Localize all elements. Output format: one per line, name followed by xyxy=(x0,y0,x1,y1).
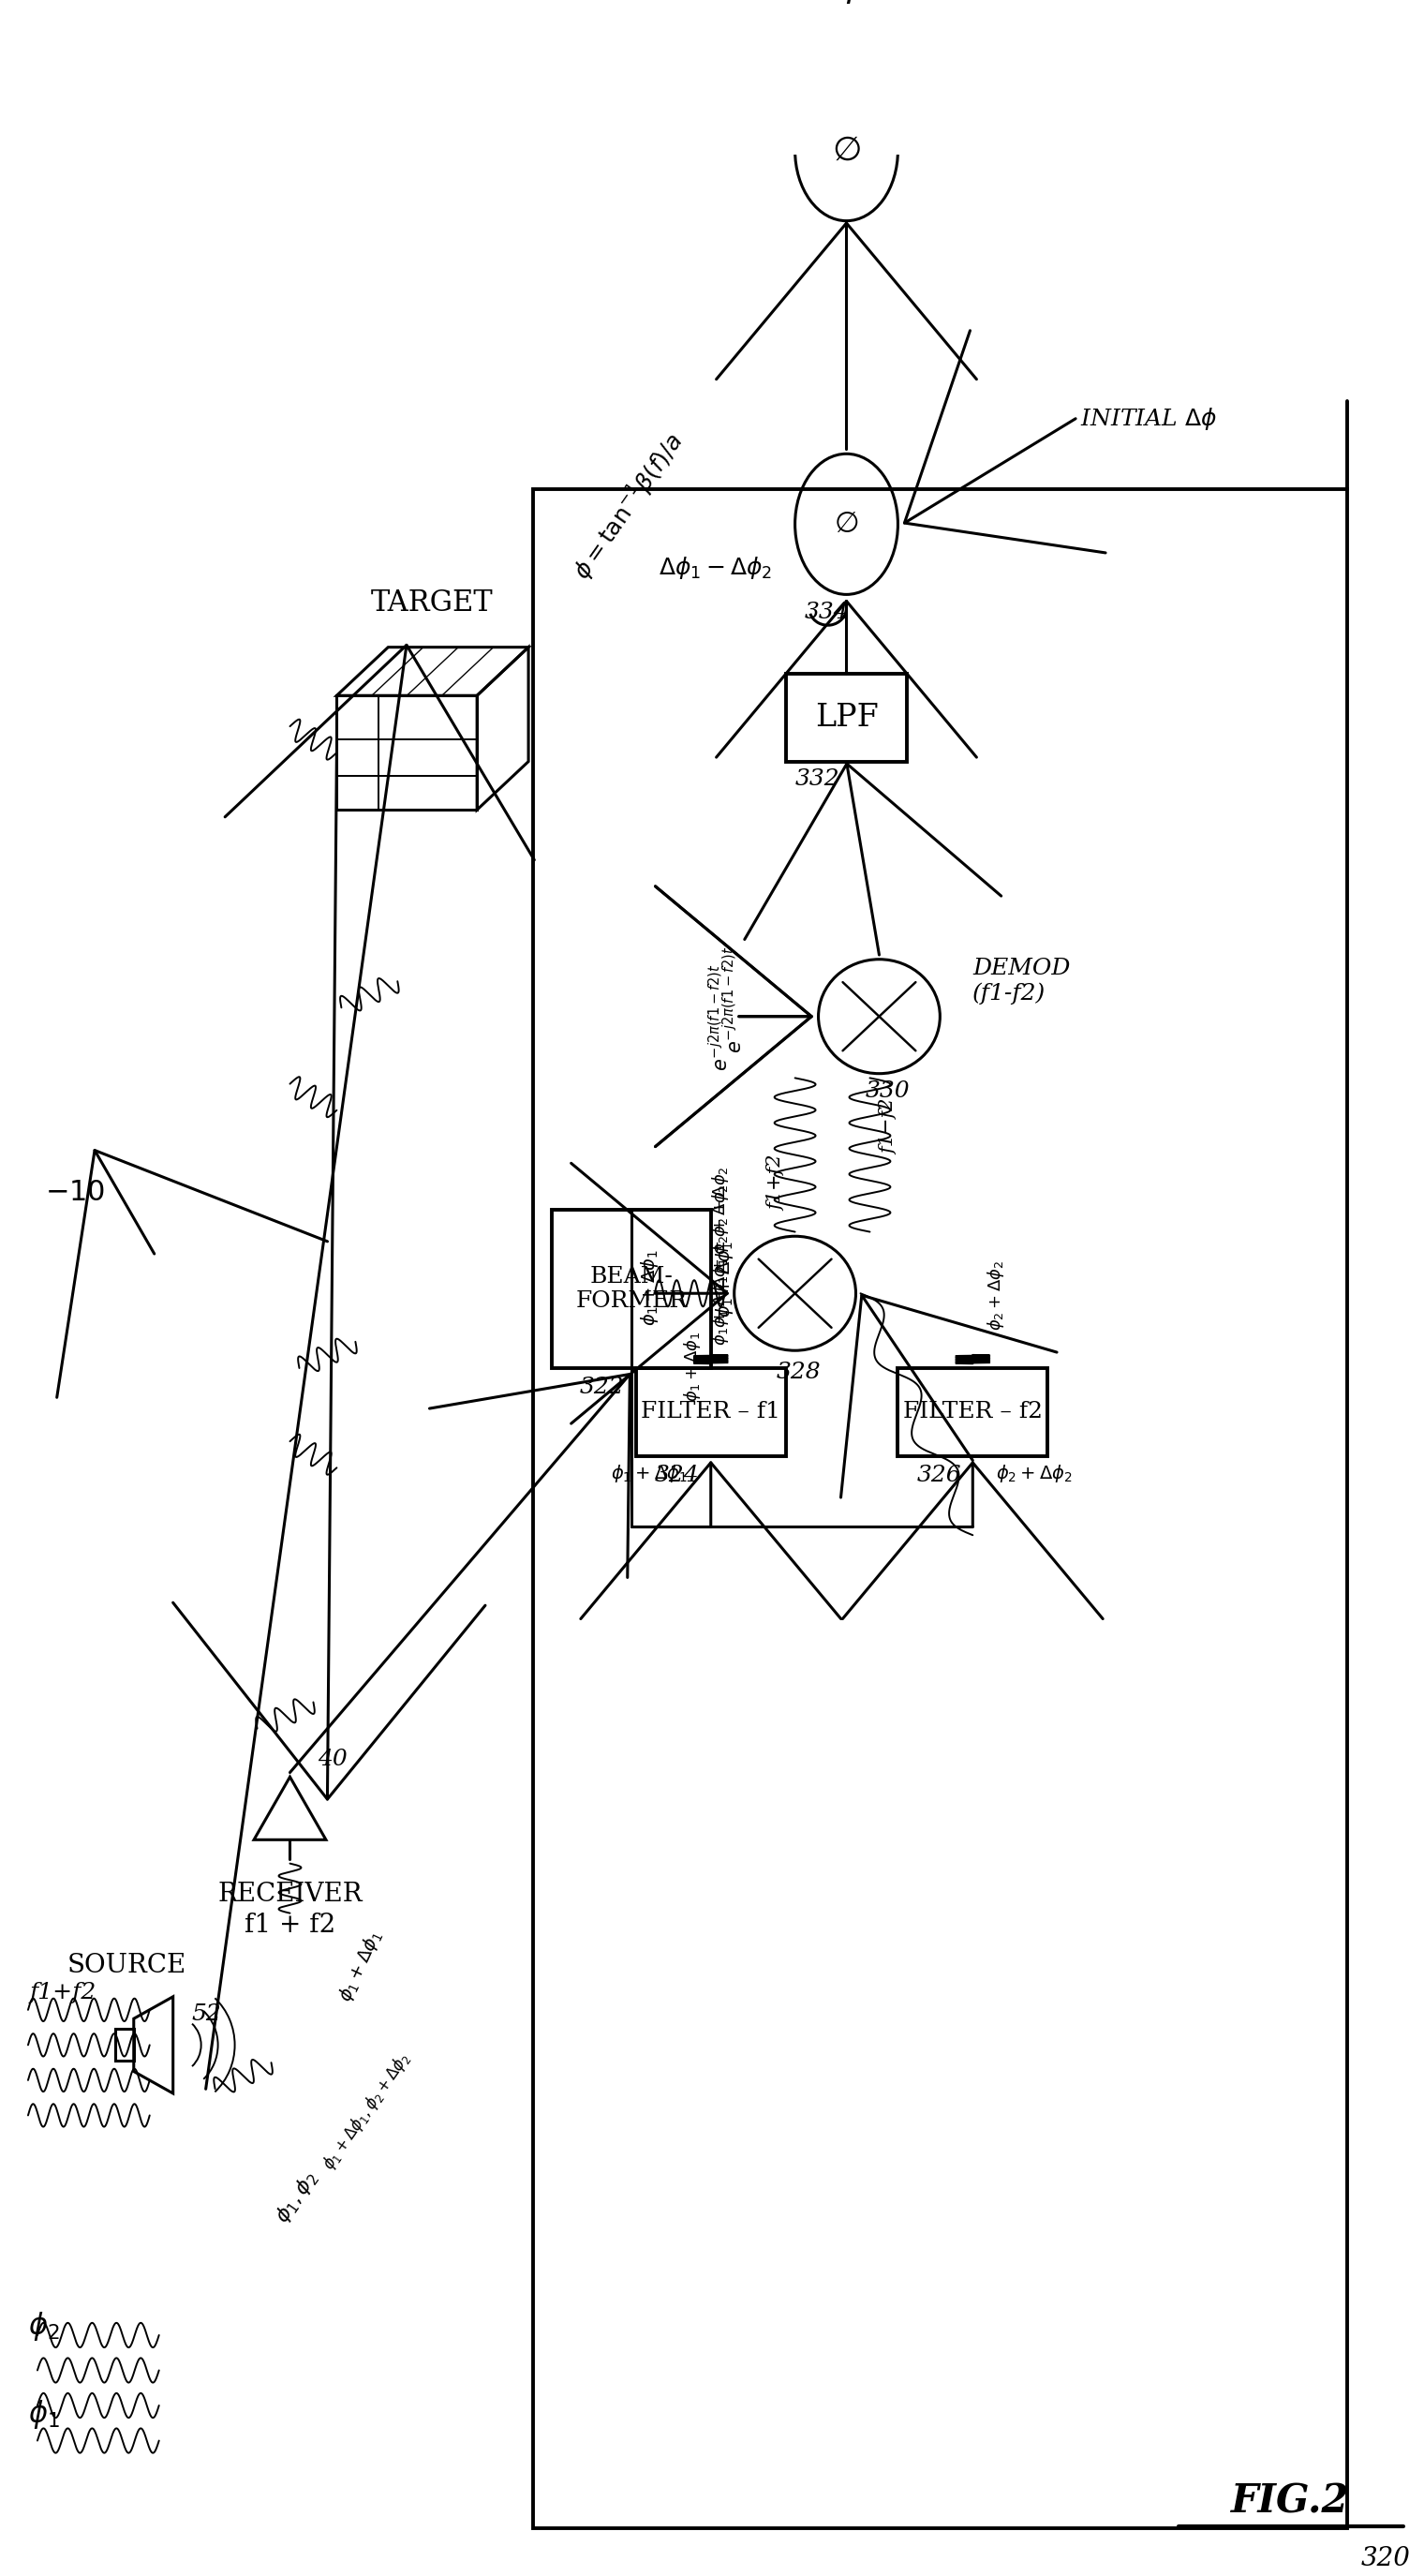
Text: 324: 324 xyxy=(655,1466,699,1486)
Text: RECEIVER: RECEIVER xyxy=(218,1880,362,1906)
Text: FILTER – f1: FILTER – f1 xyxy=(641,1401,780,1422)
Text: $\phi_2+\Delta\phi_2$: $\phi_2+\Delta\phi_2$ xyxy=(985,1260,1007,1332)
Text: $\phi_1+\Delta\phi_1$: $\phi_1+\Delta\phi_1$ xyxy=(335,1927,386,2004)
Text: f1+f2: f1+f2 xyxy=(30,1981,97,2004)
Text: $\phi_1$: $\phi_1$ xyxy=(28,2398,60,2432)
Text: $\phi_1+\Delta\phi_1$: $\phi_1+\Delta\phi_1$ xyxy=(639,1249,661,1327)
Bar xyxy=(899,1368,1048,1455)
Text: 330: 330 xyxy=(866,1079,910,1103)
Bar xyxy=(786,672,907,762)
Text: $-10$: $-10$ xyxy=(44,1177,105,1206)
Text: LPF: LPF xyxy=(815,703,879,732)
Text: 326: 326 xyxy=(917,1466,961,1486)
Bar xyxy=(553,1211,711,1368)
Text: 322: 322 xyxy=(580,1376,625,1399)
Text: 40: 40 xyxy=(318,1749,347,1770)
Text: BEAM-
FORMER: BEAM- FORMER xyxy=(575,1265,686,1311)
Bar xyxy=(533,489,1347,2530)
Text: SOURCE: SOURCE xyxy=(67,1953,187,1978)
Text: $\Delta\phi_1 - \Delta\phi_2$: $\Delta\phi_1 - \Delta\phi_2$ xyxy=(658,554,772,582)
Text: $\phi_1+\Delta\phi_1$: $\phi_1+\Delta\phi_1$ xyxy=(611,1463,688,1484)
Text: $e^{-j2\pi(f1-f2)t}$: $e^{-j2\pi(f1-f2)t}$ xyxy=(722,945,746,1054)
Text: f1+f2: f1+f2 xyxy=(768,1154,785,1211)
Text: 334: 334 xyxy=(805,600,849,623)
Text: $\phi_1,\phi_2$: $\phi_1,\phi_2$ xyxy=(272,2166,323,2228)
Text: $\phi = \tan^{-1}\!\beta(f)/a$: $\phi = \tan^{-1}\!\beta(f)/a$ xyxy=(567,428,691,585)
Text: $\phi_1+\Delta\phi_1\pm\phi_2+\Delta\phi_2$: $\phi_1+\Delta\phi_1\pm\phi_2+\Delta\phi… xyxy=(711,1167,731,1327)
Text: $\phi_1+\Delta\phi_1$: $\phi_1+\Delta\phi_1$ xyxy=(713,1242,736,1316)
Text: $\phi_1+\Delta\phi_1,\phi_2+\Delta\phi_2$: $\phi_1+\Delta\phi_1,\phi_2+\Delta\phi_2… xyxy=(319,2048,416,2174)
Text: FIG.2: FIG.2 xyxy=(1232,2481,1350,2522)
Bar xyxy=(637,1368,786,1455)
Text: $\phi$: $\phi$ xyxy=(840,0,863,5)
Text: 328: 328 xyxy=(776,1363,820,1383)
Text: FILTER – f2: FILTER – f2 xyxy=(903,1401,1042,1422)
Text: 52: 52 xyxy=(192,2004,222,2025)
Text: DEMOD
(f1-f2): DEMOD (f1-f2) xyxy=(973,958,1071,1005)
Text: $\emptyset$: $\emptyset$ xyxy=(834,510,859,538)
Text: $\phi_1+\Delta\phi_1\pm\phi_2+\Delta\phi_2$: $\phi_1+\Delta\phi_1\pm\phi_2+\Delta\phi… xyxy=(711,1182,731,1345)
Text: 320: 320 xyxy=(1361,2545,1410,2571)
Text: f1 + f2: f1 + f2 xyxy=(245,1911,336,1937)
Text: TARGET: TARGET xyxy=(370,590,493,618)
Text: f1−f2: f1−f2 xyxy=(880,1100,897,1154)
Bar xyxy=(115,2030,134,2061)
Text: $\phi_1+\Delta\phi_1$: $\phi_1+\Delta\phi_1$ xyxy=(682,1332,702,1401)
Text: $\emptyset$: $\emptyset$ xyxy=(832,134,862,167)
Text: 332: 332 xyxy=(795,768,840,791)
Text: INITIAL $\Delta\phi$: INITIAL $\Delta\phi$ xyxy=(1081,404,1218,433)
Text: $\phi_2$: $\phi_2$ xyxy=(28,2311,60,2342)
Text: $\phi_2+\Delta\phi_2$: $\phi_2+\Delta\phi_2$ xyxy=(997,1463,1072,1484)
Text: $e^{-j2\pi(f1-f2)t}$: $e^{-j2\pi(f1-f2)t}$ xyxy=(708,963,732,1072)
Bar xyxy=(336,696,477,809)
